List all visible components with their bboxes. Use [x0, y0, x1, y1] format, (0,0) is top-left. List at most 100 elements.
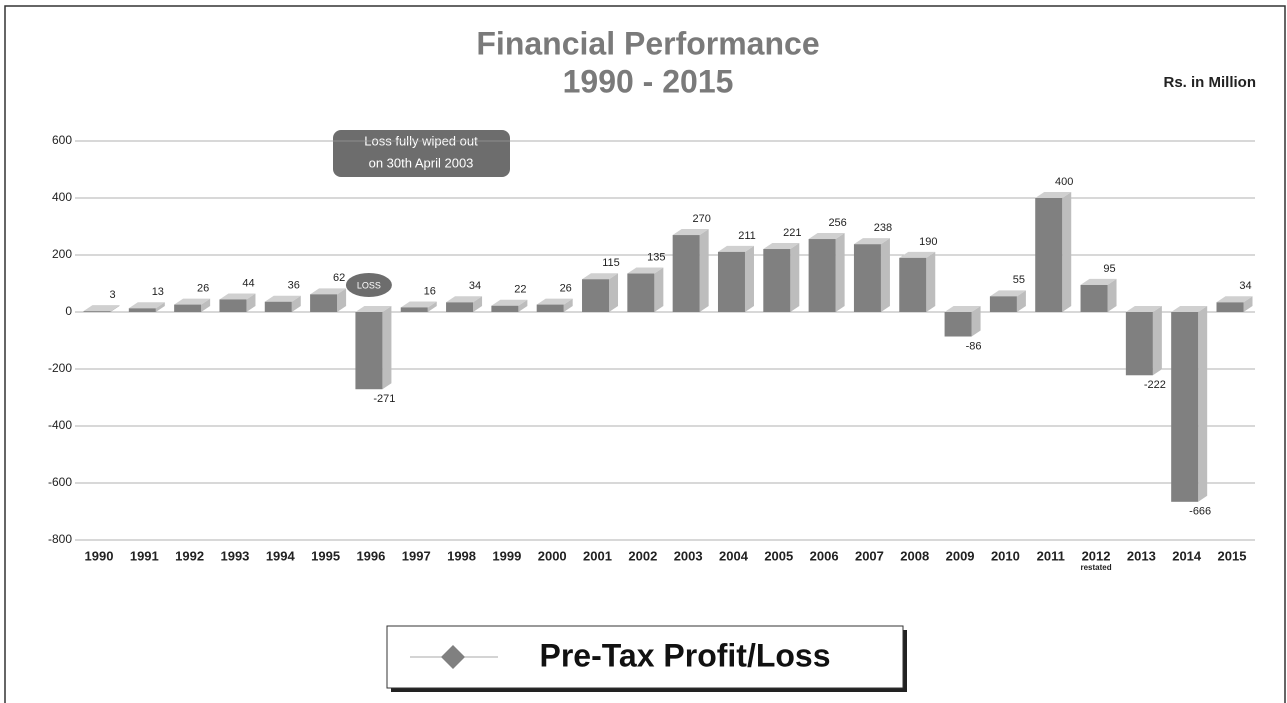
bar-top — [491, 299, 528, 306]
x-tick-label: 1997 — [402, 548, 431, 563]
bar — [264, 301, 292, 312]
value-label: 238 — [874, 222, 892, 234]
bar-top — [400, 301, 437, 308]
value-label: 256 — [828, 217, 846, 229]
bar-side — [337, 288, 347, 312]
bar-side — [654, 267, 664, 312]
value-label: 3 — [109, 289, 115, 301]
x-tick-label: 2005 — [764, 548, 793, 563]
bar-top — [1171, 306, 1208, 312]
y-tick-label: 200 — [52, 247, 72, 261]
y-tick-label: 600 — [52, 133, 72, 147]
y-tick-label: -400 — [48, 418, 72, 432]
bar-side — [518, 299, 528, 312]
x-tick-label: 2008 — [900, 548, 929, 563]
x-tick-label: 2004 — [719, 548, 749, 563]
x-tick-label: 1993 — [220, 548, 249, 563]
x-tick-label: 2012 — [1082, 548, 1111, 563]
value-label: -222 — [1144, 379, 1166, 391]
x-tick-label: 2006 — [810, 548, 839, 563]
bar — [717, 251, 745, 312]
bar-side — [155, 302, 165, 312]
value-label: 95 — [1103, 263, 1115, 275]
bar — [989, 296, 1017, 312]
bar-top — [717, 245, 754, 252]
bar — [355, 312, 383, 390]
bar — [763, 249, 791, 312]
bar — [83, 311, 111, 312]
bar-side — [835, 233, 845, 312]
bar-side — [699, 229, 709, 312]
frame — [4, 5, 1286, 703]
bar-top — [672, 229, 709, 236]
value-label: 190 — [919, 236, 937, 248]
y-tick-label: 0 — [65, 304, 72, 318]
bar-side — [427, 301, 437, 312]
bar — [446, 302, 474, 312]
bar-side — [291, 295, 301, 312]
value-label: -86 — [966, 340, 982, 352]
bar-top — [989, 290, 1026, 297]
value-label: -666 — [1189, 506, 1211, 518]
bar-top — [582, 273, 619, 280]
chart-title: 1990 - 2015 — [563, 63, 734, 99]
bar-side — [609, 273, 619, 312]
x-tick-label: 2014 — [1172, 548, 1202, 563]
value-label: 13 — [152, 286, 164, 298]
bar — [1035, 198, 1063, 312]
bar-side — [110, 305, 120, 312]
bar-top — [1080, 278, 1117, 285]
bar-top — [808, 233, 845, 240]
value-label: 135 — [647, 251, 665, 263]
value-label: 22 — [514, 284, 526, 296]
chart-title: Financial Performance — [476, 25, 819, 61]
bar — [1216, 302, 1244, 312]
bar-top — [1216, 296, 1253, 303]
bar — [627, 273, 655, 312]
bar-top — [536, 298, 573, 305]
bar-top — [83, 305, 120, 312]
bar-side — [1198, 306, 1208, 502]
y-tick-label: 400 — [52, 190, 72, 204]
bar — [582, 279, 610, 312]
bar — [310, 294, 338, 312]
bar-top — [1035, 192, 1072, 198]
y-tick-label: -600 — [48, 475, 72, 489]
x-tick-label: 2015 — [1218, 548, 1247, 563]
bar — [400, 307, 428, 312]
x-tick-label: 2009 — [946, 548, 975, 563]
x-tick-label: 1996 — [356, 548, 385, 563]
bar-top — [763, 243, 800, 250]
x-tick-label: 2001 — [583, 548, 612, 563]
bar-top — [944, 306, 981, 312]
value-label: 55 — [1013, 274, 1025, 286]
x-tick-label: 2000 — [538, 548, 567, 563]
value-label: 62 — [333, 272, 345, 284]
bar-top — [174, 298, 211, 305]
x-tick-label: 1991 — [130, 548, 159, 563]
bar — [491, 305, 519, 312]
bar — [808, 239, 836, 312]
x-tick-label: 1994 — [266, 548, 296, 563]
bar-side — [473, 296, 483, 312]
loss-label: LOSS — [357, 280, 381, 290]
category-note: restated — [1080, 563, 1111, 572]
bar-top — [446, 296, 483, 303]
bar — [536, 304, 564, 312]
x-tick-label: 1998 — [447, 548, 476, 563]
y-tick-label: -200 — [48, 361, 72, 375]
bar-side — [1016, 290, 1026, 312]
x-tick-label: 1990 — [85, 548, 114, 563]
unit-label: Rs. in Million — [1164, 74, 1257, 91]
annotation-box — [333, 130, 510, 177]
bar-top — [355, 306, 392, 312]
value-label: 16 — [424, 285, 436, 297]
x-tick-label: 2013 — [1127, 548, 1156, 563]
bar — [1125, 312, 1153, 376]
bar-side — [382, 306, 392, 390]
value-label: 34 — [1239, 280, 1251, 292]
value-label: -271 — [373, 393, 395, 405]
value-label: 115 — [602, 257, 620, 269]
value-label: 26 — [197, 282, 209, 294]
